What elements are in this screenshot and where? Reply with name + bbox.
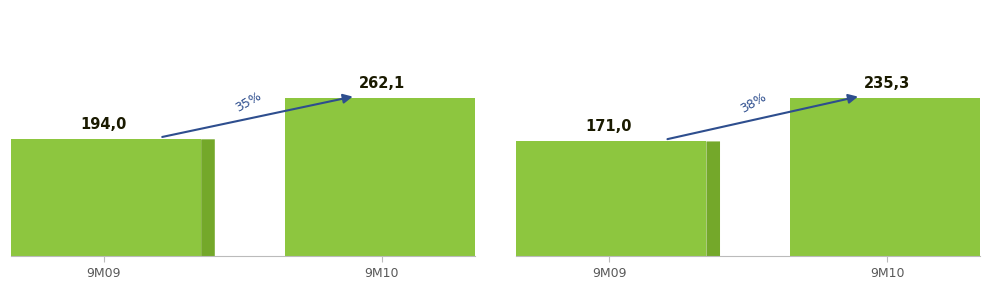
Text: 262,1: 262,1 [359, 76, 405, 91]
Bar [511, 141, 707, 256]
Text: 171,0: 171,0 [586, 119, 632, 134]
Bar [284, 98, 480, 256]
Polygon shape [707, 141, 720, 256]
Text: 235,3: 235,3 [864, 76, 911, 91]
Bar [790, 98, 984, 256]
Polygon shape [201, 139, 215, 256]
Polygon shape [984, 98, 991, 256]
Text: 194,0: 194,0 [80, 117, 127, 132]
Text: 38%: 38% [738, 91, 769, 116]
Polygon shape [480, 98, 493, 256]
Bar [7, 139, 201, 256]
Text: 35%: 35% [233, 89, 264, 115]
